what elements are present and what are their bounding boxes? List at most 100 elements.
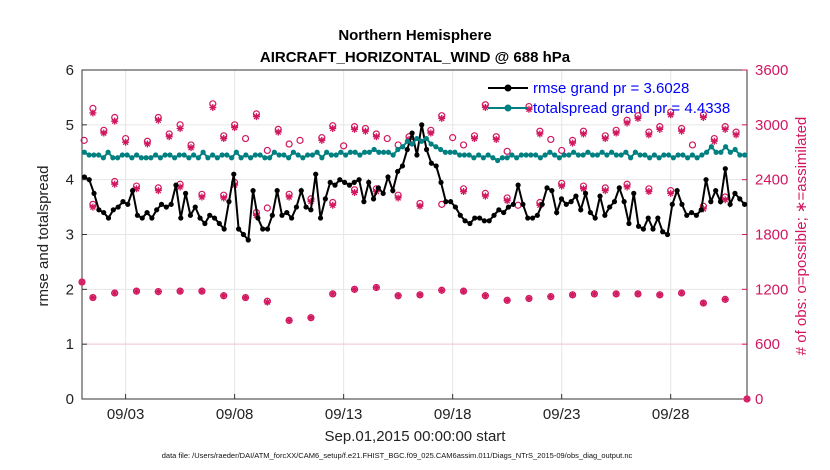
rmse-point <box>679 201 685 207</box>
rmse-point <box>621 199 627 205</box>
x-tick-label: 09/08 <box>216 406 254 423</box>
spread-point <box>647 155 653 161</box>
obs-assimilated-marker <box>307 314 315 322</box>
rmse-point <box>211 215 218 221</box>
obs-possible-marker <box>459 141 468 149</box>
spread-point <box>423 135 429 142</box>
rmse-point <box>578 207 584 213</box>
obs-assimilated-marker <box>372 284 380 292</box>
rmse-point <box>356 177 362 183</box>
rmse-point <box>149 215 155 221</box>
obs-assimilated-marker <box>111 289 119 297</box>
spread-point <box>566 152 572 158</box>
rmse-point <box>303 204 309 210</box>
spread-point <box>414 135 420 142</box>
rmse-point <box>216 220 222 227</box>
obs-assimilated-marker <box>318 136 326 144</box>
rmse-point <box>414 152 420 158</box>
rmse-point <box>139 215 145 221</box>
rmse-point <box>231 171 237 177</box>
obs-possible-marker <box>241 134 250 143</box>
spread-point <box>100 155 106 161</box>
spread-point <box>628 155 634 161</box>
spread-point <box>704 149 710 155</box>
spread-point <box>148 155 154 161</box>
spread-point <box>243 152 249 158</box>
rmse-point <box>525 215 531 221</box>
spread-point <box>172 155 178 161</box>
rmse-point <box>501 209 507 216</box>
spread-point <box>642 152 648 158</box>
obs-assimilated-marker <box>416 291 424 299</box>
legend-rmse-label: rmse grand pr = 3.6028 <box>533 80 689 97</box>
spread-point <box>542 152 548 158</box>
spread-point <box>518 152 524 158</box>
obs-assimilated-marker <box>176 287 184 295</box>
rmse-point <box>178 215 184 221</box>
spread-point <box>533 152 539 158</box>
spread-point <box>366 149 372 155</box>
rmse-point <box>313 171 319 177</box>
rmse-point <box>467 220 473 227</box>
rmse-point <box>255 215 261 221</box>
spread-point <box>195 155 201 161</box>
rmse-point <box>274 188 280 194</box>
obs-assimilated-marker <box>634 290 642 298</box>
spread-point <box>86 152 92 158</box>
rmse-point <box>428 160 434 166</box>
rmse-point <box>732 190 738 196</box>
rmse-point <box>337 177 343 183</box>
rmse-point <box>226 199 232 205</box>
rmse-point <box>722 166 728 172</box>
spread-point <box>590 152 596 158</box>
chart-title: Northern Hemisphere <box>338 27 491 44</box>
spread-point <box>395 146 401 153</box>
rmse-point <box>399 163 406 169</box>
rmse-point <box>361 199 367 205</box>
spread-point <box>499 155 505 161</box>
obs-assimilated-marker <box>394 292 402 300</box>
spread-point <box>124 152 130 158</box>
obs-possible-marker <box>547 135 555 144</box>
rmse-point <box>240 231 247 238</box>
rmse-point <box>110 207 116 213</box>
rmse-point <box>664 231 671 238</box>
rmse-point <box>457 212 463 218</box>
obs-layer <box>78 100 751 403</box>
rmse-point <box>202 220 208 227</box>
rmse-point <box>448 199 454 205</box>
y-right-tick-label: 1800 <box>755 227 788 244</box>
rmse-point <box>370 196 377 202</box>
spread-point <box>134 152 140 158</box>
rmse-point <box>626 220 632 227</box>
spread-point <box>514 155 520 161</box>
rmse-point <box>332 182 338 188</box>
spread-point <box>343 152 349 158</box>
rmse-point <box>129 188 136 194</box>
spread-point <box>585 149 591 155</box>
spread-point <box>571 149 577 155</box>
rmse-point <box>534 212 540 218</box>
spread-point <box>623 149 629 155</box>
obs-assimilated-marker <box>699 299 707 307</box>
rmse-point <box>284 209 290 216</box>
obs-assimilated-marker <box>525 105 533 113</box>
rmse-point <box>173 182 179 188</box>
rmse-point <box>264 226 271 232</box>
obs-assimilated-marker <box>165 133 173 141</box>
obs-assimilated-marker <box>558 182 566 190</box>
rmse-point <box>101 209 107 216</box>
obs-possible-marker <box>503 147 511 155</box>
obs-assimilated-marker <box>285 316 293 324</box>
spread-point <box>609 149 615 155</box>
rmse-point <box>650 226 656 232</box>
spread-point <box>732 146 738 153</box>
rmse-point <box>260 226 266 232</box>
rmse-point <box>602 212 608 218</box>
spread-point <box>105 149 111 155</box>
rmse-point <box>640 226 646 232</box>
legend: rmse grand pr = 3.6028 totalspread grand… <box>488 80 730 117</box>
spread-point <box>238 155 244 161</box>
spread-point <box>409 141 415 147</box>
spread-point <box>267 155 273 161</box>
